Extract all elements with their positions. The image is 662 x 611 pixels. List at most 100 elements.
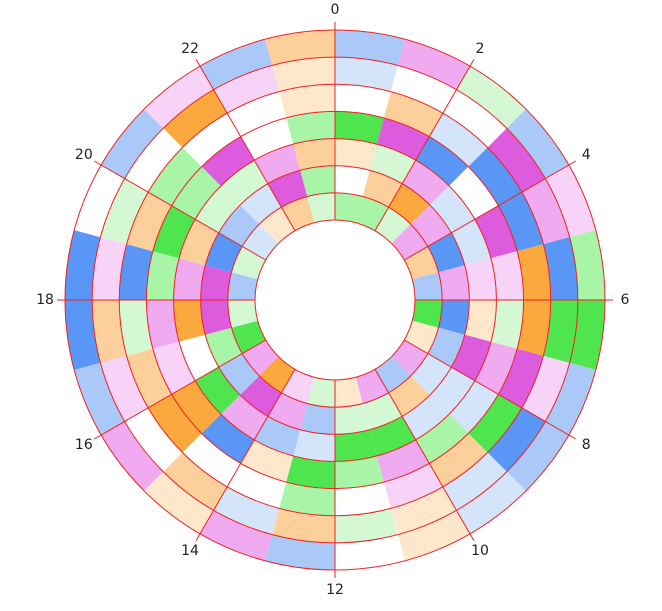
heatmap-cell-ring1-sector14 bbox=[163, 452, 228, 511]
heatmap-cell-ring3-sector20 bbox=[171, 166, 221, 220]
heatmap-cell-ring6-sector16 bbox=[231, 320, 266, 354]
heatmap-cell-ring1-sector2 bbox=[442, 89, 507, 148]
heatmap-cell-ring4-sector0 bbox=[335, 138, 377, 171]
heatmap-cell-ring1-sector15 bbox=[124, 407, 183, 472]
heatmap-cell-ring3-sector22 bbox=[240, 117, 294, 161]
heatmap-cell-ring0-sector10 bbox=[397, 510, 470, 561]
heatmap-cell-ring2-sector15 bbox=[148, 394, 202, 453]
heatmap-cell-ring3-sector13 bbox=[240, 439, 294, 483]
spoke-10 bbox=[374, 369, 475, 542]
heatmap-cell-ring0-sector12 bbox=[265, 534, 335, 570]
heatmap-cell-ring0-sector20 bbox=[101, 109, 164, 179]
heatmap-cell-ring4-sector5 bbox=[464, 258, 497, 300]
heatmap-cell-ring4-sector12 bbox=[293, 429, 335, 462]
heatmap-cell-ring3-sector2 bbox=[415, 136, 469, 186]
heatmap-cell-ring4-sector6 bbox=[464, 300, 497, 342]
heatmap-cell-ring1-sector16 bbox=[100, 355, 149, 422]
heatmap-cell-ring0-sector5 bbox=[569, 230, 605, 300]
heatmap-cell-ring0-sector8 bbox=[506, 421, 569, 491]
heatmap-cell-ring6-sector0 bbox=[335, 192, 363, 223]
heatmap-cell-ring2-sector9 bbox=[429, 433, 488, 487]
heatmap-cell-ring6-sector23 bbox=[307, 192, 335, 223]
heatmap-cell-ring3-sector8 bbox=[449, 380, 499, 434]
heatmap-cell-ring5-sector16 bbox=[205, 327, 243, 368]
heatmap-cell-ring6-sector4 bbox=[404, 246, 439, 280]
heatmap-cell-ring3-sector3 bbox=[449, 166, 499, 220]
tick-label-20: 20 bbox=[75, 147, 93, 163]
heatmap-cell-ring5-sector1 bbox=[362, 170, 403, 208]
heatmap-cell-ring6-sector10 bbox=[355, 369, 389, 404]
heatmap-cell-ring5-sector23 bbox=[300, 165, 335, 197]
heatmap-cell-ring6-sector11 bbox=[335, 377, 363, 408]
tick-label-22: 22 bbox=[181, 41, 199, 57]
tick-label-10: 10 bbox=[471, 543, 489, 559]
angular-ticks: 0 2 4 6 8 10 12 14 16 18 20 22 bbox=[36, 2, 629, 598]
heatmap-cell-ring1-sector10 bbox=[390, 486, 457, 535]
heatmap-cell-ring0-sector18 bbox=[65, 230, 101, 300]
heatmap-cell-ring6-sector5 bbox=[412, 272, 443, 300]
heatmap-cell-ring5-sector21 bbox=[240, 183, 282, 225]
tick-label-14: 14 bbox=[181, 543, 199, 559]
heatmap-cell-ring2-sector7 bbox=[498, 348, 544, 408]
tick-label-18: 18 bbox=[36, 292, 54, 308]
heatmap-cell-ring0-sector17 bbox=[65, 300, 101, 370]
heatmap-cell-ring6-sector19 bbox=[231, 246, 266, 280]
heatmap-cell-ring2-sector13 bbox=[227, 463, 287, 509]
heatmap-cell-ring5-sector22 bbox=[267, 170, 308, 208]
heatmap-cell-ring1-sector23 bbox=[272, 57, 335, 92]
heatmap-cell-ring1-sector12 bbox=[272, 508, 335, 543]
heatmap-cell-ring2-sector4 bbox=[498, 192, 544, 252]
heatmap-cell-ring5-sector0 bbox=[335, 165, 370, 197]
grid-ring-0 bbox=[254, 219, 416, 381]
heatmap-cell-ring0-sector16 bbox=[74, 362, 125, 435]
spoke-20 bbox=[93, 160, 266, 261]
heatmap-cell-ring3-sector5 bbox=[490, 251, 524, 300]
heatmap-cell-ring4-sector23 bbox=[293, 138, 335, 171]
heatmap-cell-ring1-sector9 bbox=[442, 452, 507, 511]
heatmap-cell-ring5-sector6 bbox=[438, 300, 470, 335]
heatmap-cell-ring2-sector19 bbox=[126, 192, 172, 252]
heatmap-cell-ring2-sector17 bbox=[119, 300, 153, 356]
heatmap-cell-ring3-sector17 bbox=[146, 300, 180, 349]
heatmap-cell-ring3-sector0 bbox=[335, 111, 384, 145]
heatmap-cell-ring1-sector7 bbox=[521, 355, 570, 422]
heatmap-cell-ring5-sector20 bbox=[218, 205, 260, 247]
heatmap-cell-ring5-sector13 bbox=[267, 392, 308, 430]
heatmap-cell-ring4-sector20 bbox=[195, 185, 241, 233]
heatmap-cell-ring3-sector9 bbox=[415, 414, 469, 464]
heatmap-cell-ring4-sector3 bbox=[429, 185, 475, 233]
heatmap-cell-ring0-sector7 bbox=[545, 362, 596, 435]
heatmap-cell-ring0-sector0 bbox=[335, 30, 405, 66]
heatmap-cell-ring2-sector21 bbox=[182, 113, 241, 167]
tick-label-8: 8 bbox=[582, 437, 591, 453]
heatmap-cell-ring5-sector14 bbox=[240, 375, 282, 417]
heatmap-cell-ring3-sector6 bbox=[490, 300, 524, 349]
heatmap-cell-ring3-sector4 bbox=[474, 205, 518, 259]
spoke-16 bbox=[93, 339, 266, 440]
spoke-4 bbox=[404, 160, 577, 261]
heatmap-cell-ring3-sector23 bbox=[286, 111, 335, 145]
heatmap-cell-ring6-sector6 bbox=[412, 300, 443, 328]
heatmap-cell-ring0-sector21 bbox=[144, 66, 214, 129]
tick-label-16: 16 bbox=[75, 437, 93, 453]
heatmap-cell-ring0-sector6 bbox=[569, 300, 605, 370]
heatmap-cell-ring2-sector6 bbox=[517, 300, 551, 356]
heatmap-cell-ring3-sector15 bbox=[171, 380, 221, 434]
heatmap-cell-ring0-sector9 bbox=[456, 471, 526, 534]
heatmap-cell-ring0-sector13 bbox=[200, 510, 273, 561]
heatmap-cell-ring1-sector6 bbox=[543, 300, 578, 363]
heatmap-cell-ring3-sector16 bbox=[152, 341, 196, 395]
heatmap-cell-ring1-sector8 bbox=[487, 407, 546, 472]
heatmap-cell-ring1-sector5 bbox=[543, 237, 578, 300]
heatmap-cell-ring1-sector1 bbox=[390, 65, 457, 114]
heatmap-cell-ring0-sector2 bbox=[456, 66, 526, 129]
tick-label-12: 12 bbox=[326, 582, 344, 598]
heatmap-cell-ring0-sector23 bbox=[265, 30, 335, 66]
heatmap-cell-ring2-sector8 bbox=[468, 394, 522, 453]
heatmap-cell-ring4-sector11 bbox=[335, 429, 377, 462]
heatmap-cell-ring2-sector16 bbox=[126, 348, 172, 408]
heatmap-cell-ring2-sector2 bbox=[429, 113, 488, 167]
heatmap-cell-ring3-sector11 bbox=[335, 455, 384, 489]
heatmap-cell-ring3-sector1 bbox=[376, 117, 430, 161]
